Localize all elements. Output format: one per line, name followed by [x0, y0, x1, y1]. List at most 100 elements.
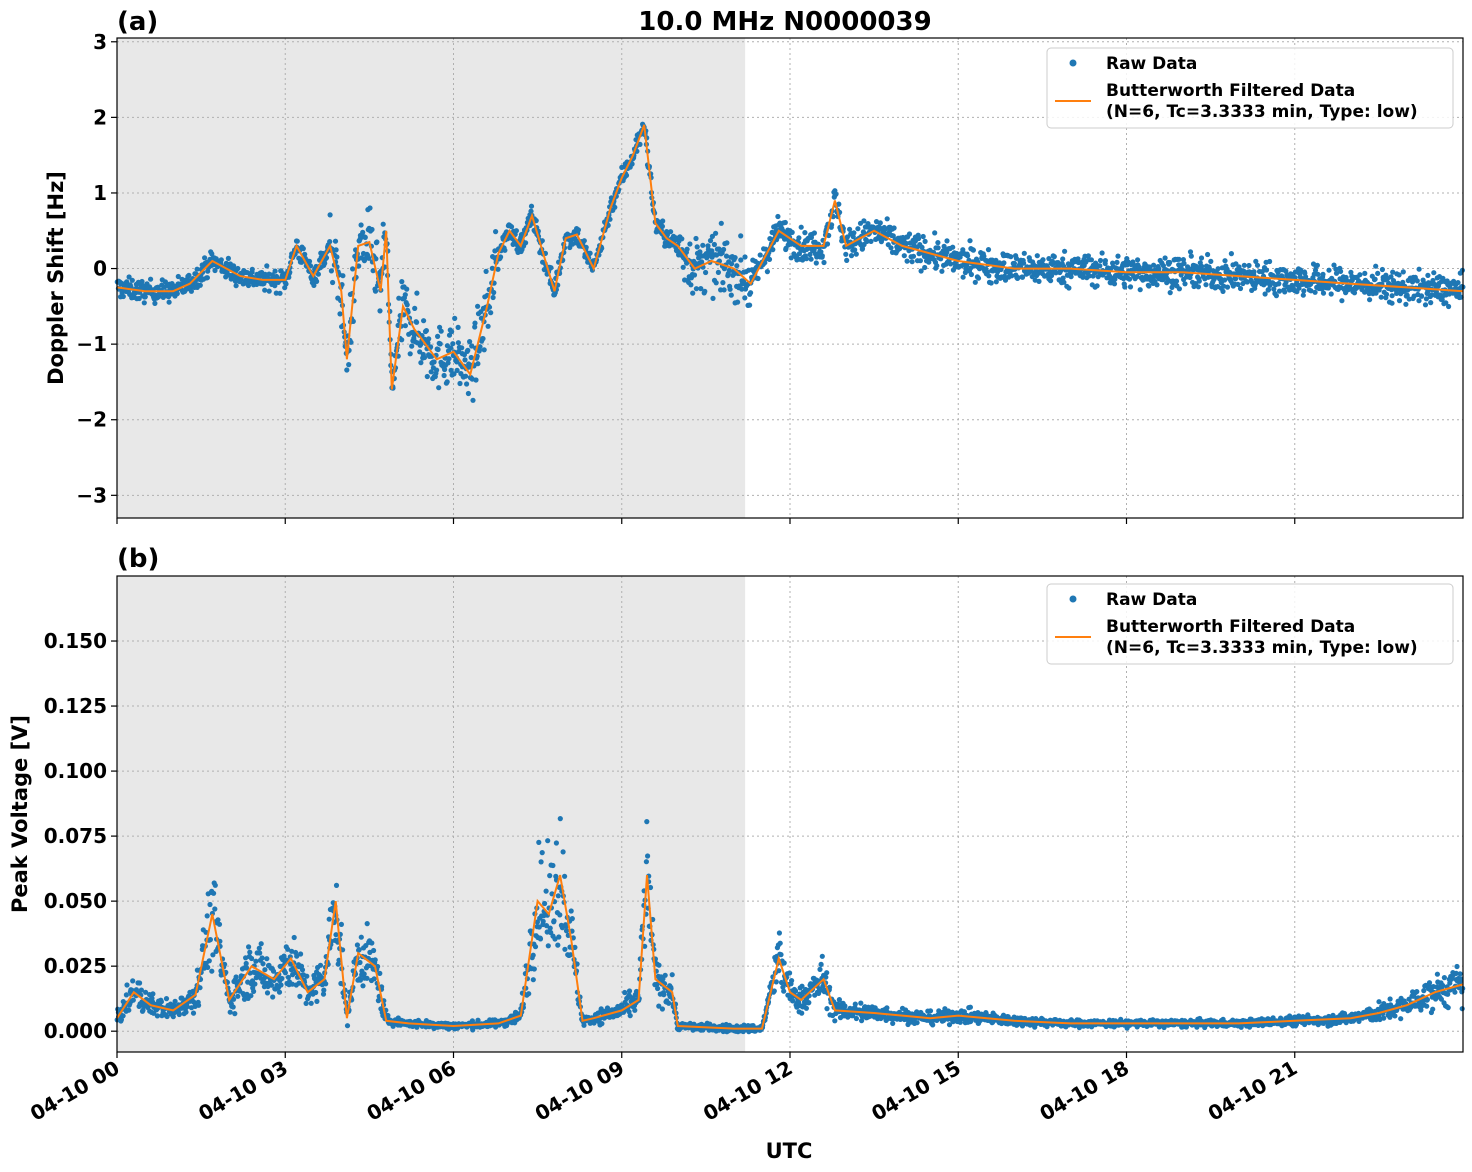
raw-point	[502, 247, 508, 253]
raw-point	[1431, 270, 1437, 276]
raw-point	[1015, 275, 1021, 281]
raw-point	[909, 259, 915, 265]
raw-point	[1173, 278, 1180, 284]
raw-point	[668, 229, 674, 235]
raw-point	[423, 328, 429, 334]
raw-point	[916, 235, 922, 242]
raw-point	[190, 1010, 197, 1016]
raw-point	[1060, 275, 1066, 281]
raw-point	[360, 229, 366, 235]
raw-point	[1009, 273, 1015, 279]
raw-point	[1394, 290, 1400, 296]
raw-point	[448, 345, 454, 351]
panel-a-legend-raw-label: Raw Data	[1106, 54, 1197, 74]
raw-point	[747, 302, 753, 308]
raw-point	[431, 359, 437, 365]
raw-point	[960, 247, 966, 253]
raw-point	[467, 339, 473, 345]
raw-point	[1146, 283, 1152, 289]
raw-point	[700, 242, 706, 248]
raw-point	[1203, 282, 1209, 288]
raw-point	[488, 310, 494, 316]
raw-point	[575, 227, 582, 233]
raw-point	[1271, 286, 1277, 292]
raw-point	[358, 222, 364, 228]
raw-point	[724, 240, 730, 246]
raw-point	[414, 319, 420, 325]
raw-point	[939, 268, 945, 274]
raw-point	[901, 253, 907, 259]
raw-point	[716, 246, 722, 252]
raw-point	[1151, 262, 1157, 268]
raw-point	[302, 251, 308, 257]
raw-point	[480, 336, 486, 342]
raw-point	[1051, 254, 1057, 260]
raw-point	[1097, 263, 1103, 269]
raw-point	[1008, 254, 1014, 260]
raw-point	[694, 244, 700, 250]
raw-point	[483, 268, 489, 274]
raw-point	[1396, 298, 1403, 304]
raw-point	[194, 266, 200, 272]
raw-point	[697, 249, 703, 255]
raw-point	[402, 323, 408, 329]
raw-point	[364, 975, 370, 981]
raw-point	[547, 873, 553, 879]
raw-point	[118, 280, 124, 286]
raw-point	[972, 279, 978, 285]
raw-point	[755, 275, 761, 282]
raw-point	[344, 1023, 351, 1029]
raw-point	[622, 989, 628, 996]
raw-point	[468, 354, 474, 361]
raw-point	[1396, 272, 1402, 278]
raw-point	[262, 967, 268, 973]
raw-point	[124, 982, 130, 988]
raw-point	[334, 254, 340, 260]
raw-point	[934, 263, 940, 269]
raw-point	[1220, 288, 1226, 294]
raw-point	[1333, 270, 1340, 276]
raw-point	[637, 141, 643, 147]
raw-point	[739, 286, 745, 292]
raw-point	[1228, 251, 1234, 257]
raw-point	[299, 967, 306, 973]
raw-point	[526, 991, 532, 997]
raw-point	[466, 364, 472, 370]
raw-point	[917, 258, 924, 264]
raw-point	[629, 161, 635, 167]
raw-point	[1208, 258, 1214, 264]
raw-point	[399, 337, 405, 343]
raw-point	[627, 1013, 633, 1019]
raw-point	[1388, 274, 1394, 280]
raw-point	[465, 390, 471, 397]
raw-point	[260, 961, 266, 967]
raw-point	[369, 226, 375, 233]
raw-point	[530, 952, 536, 958]
raw-point	[729, 261, 735, 267]
raw-point	[472, 320, 478, 326]
raw-point	[960, 274, 966, 280]
raw-point	[464, 381, 470, 387]
raw-point	[975, 275, 982, 281]
raw-point	[1011, 260, 1018, 266]
raw-point	[764, 269, 771, 275]
raw-point	[421, 354, 428, 361]
raw-point	[279, 975, 285, 982]
raw-point	[530, 977, 536, 983]
raw-point	[742, 295, 748, 301]
raw-point	[209, 251, 215, 257]
raw-point	[643, 859, 650, 865]
raw-point	[362, 234, 368, 240]
raw-point	[266, 288, 272, 294]
raw-point	[1111, 281, 1118, 287]
raw-point	[796, 235, 802, 241]
raw-point	[1176, 286, 1182, 292]
raw-point	[1373, 263, 1379, 269]
raw-point	[130, 978, 136, 984]
raw-point	[1205, 251, 1211, 258]
raw-point	[451, 371, 457, 377]
raw-point	[790, 998, 796, 1004]
raw-point	[1021, 260, 1027, 266]
raw-point	[367, 205, 373, 211]
raw-point	[276, 989, 283, 995]
